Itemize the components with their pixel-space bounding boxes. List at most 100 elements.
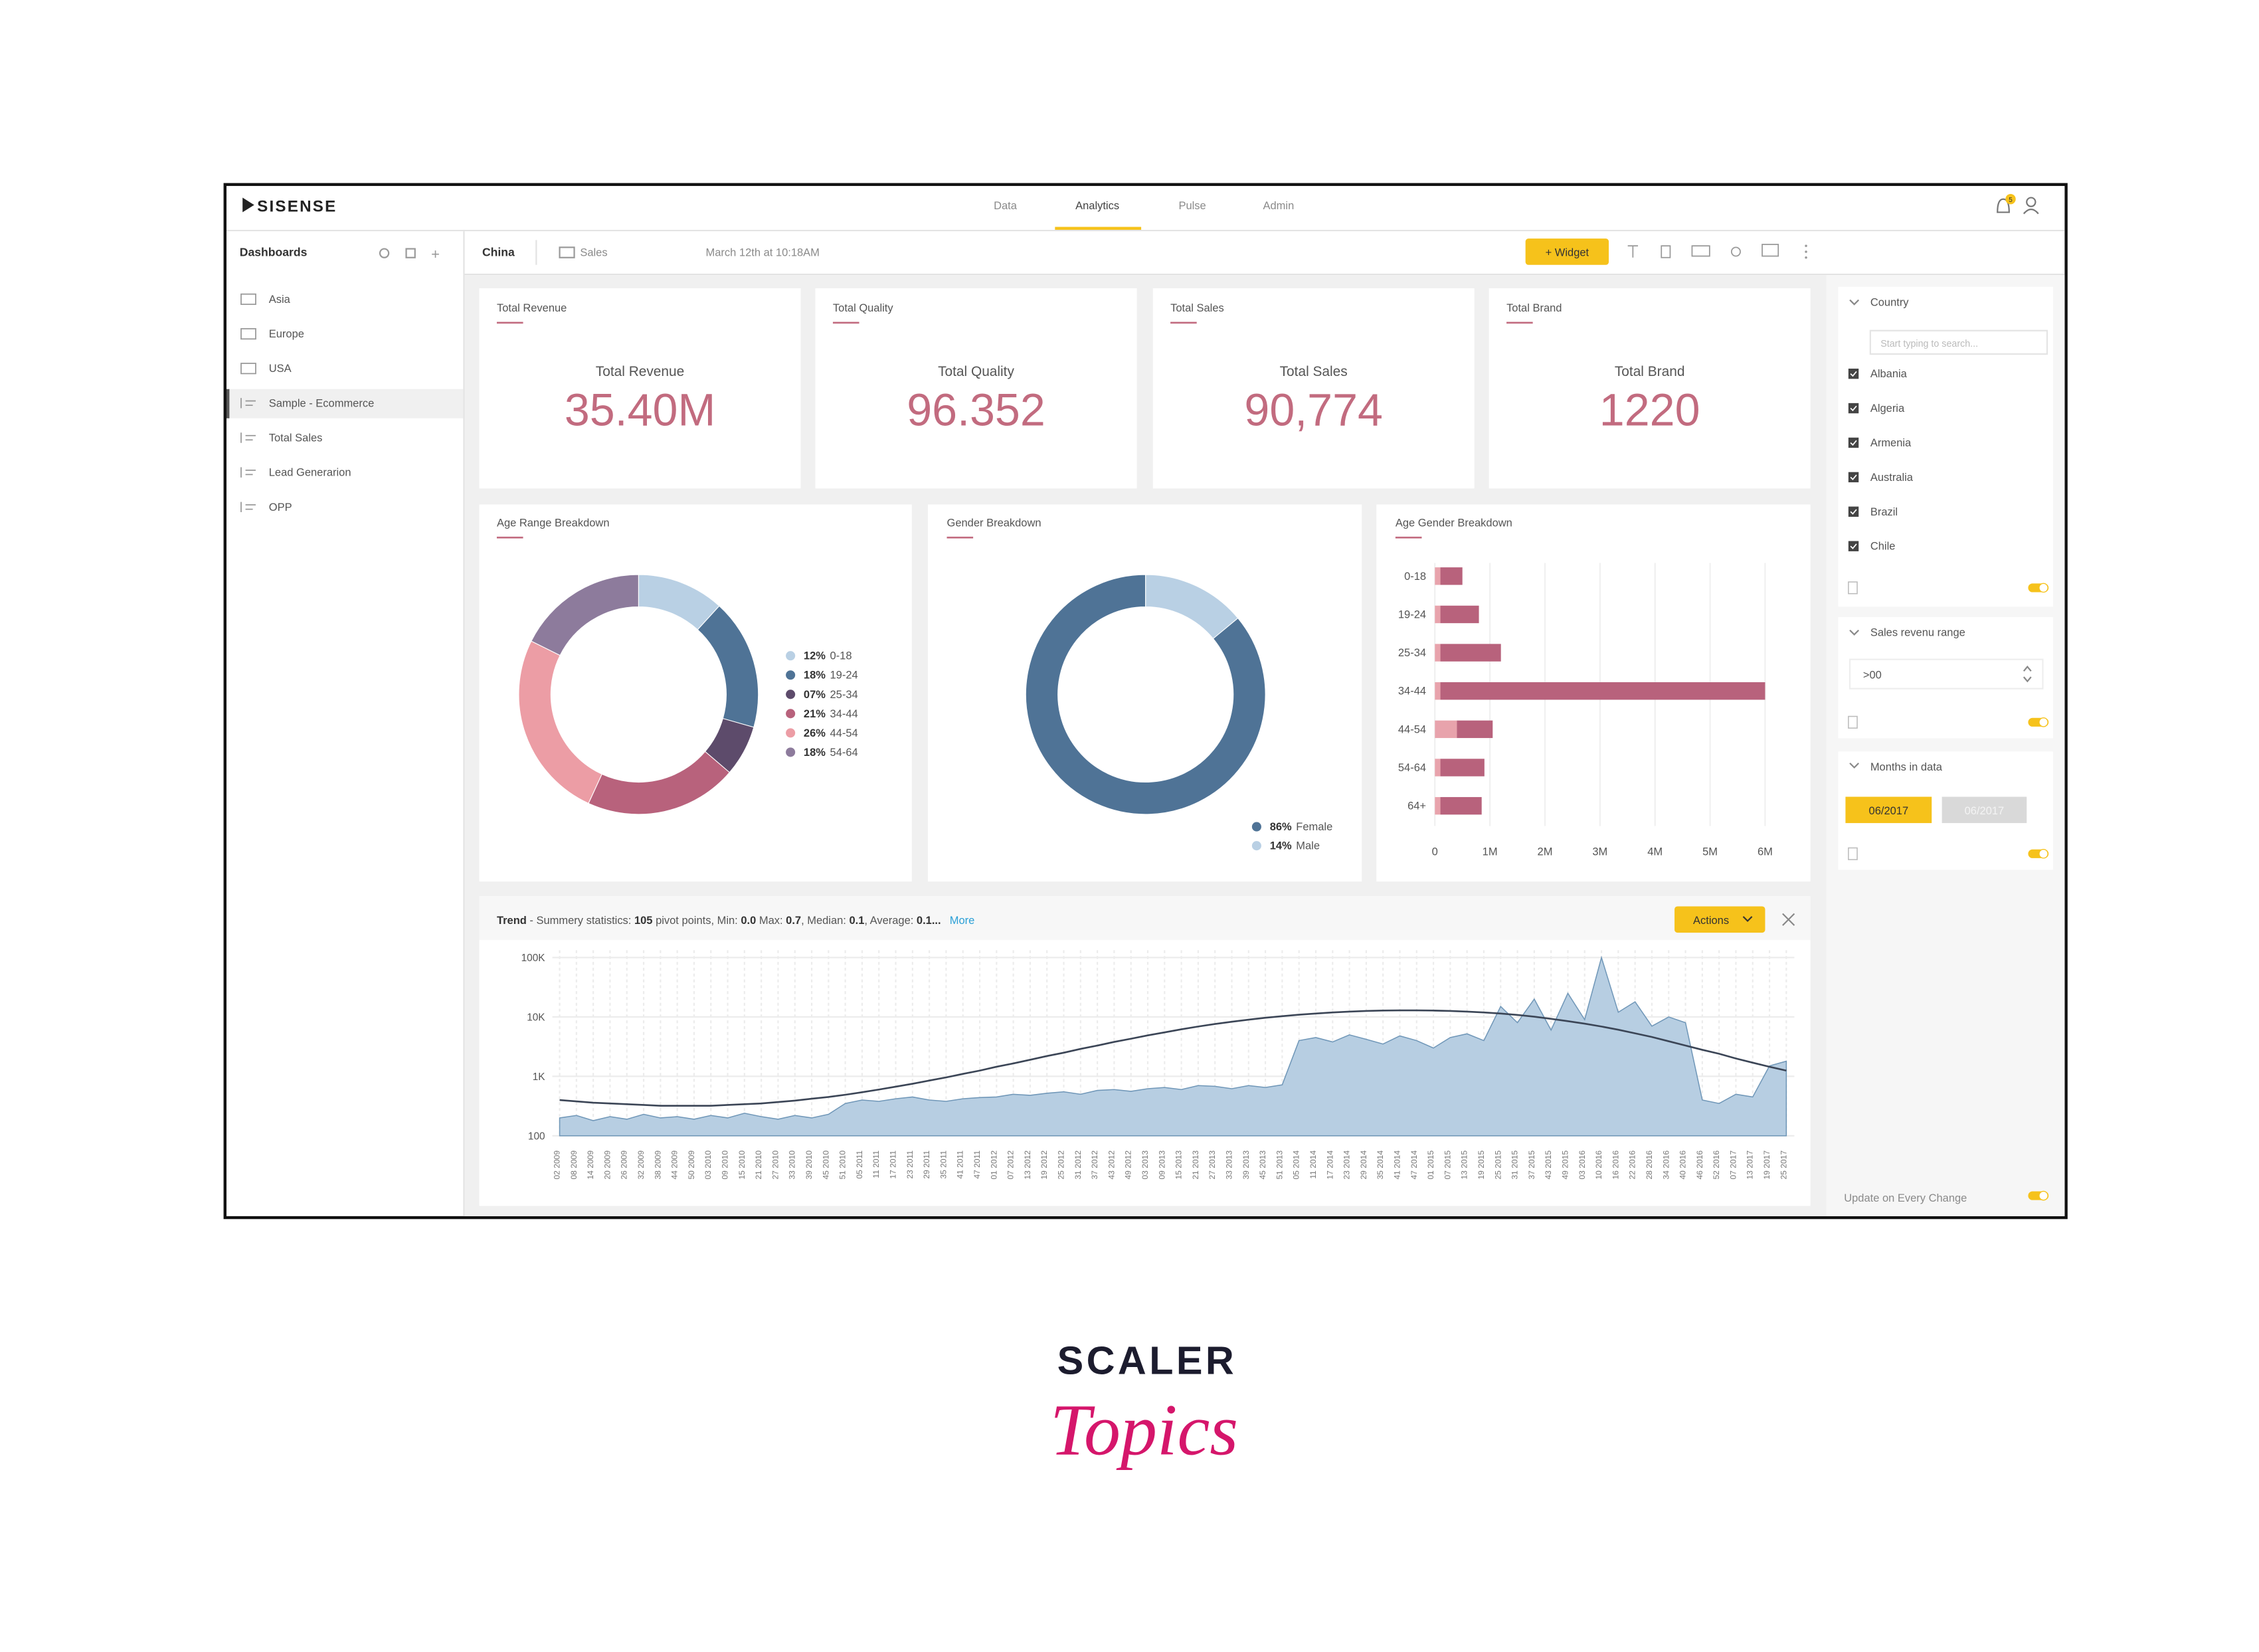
pdf-icon[interactable] [1691,245,1710,257]
month-to-label: 06/2017 [1965,805,2005,817]
sidebar-item[interactable]: Lead Generarion [269,467,351,479]
x-tick-label: 46 2016 [1695,1150,1704,1180]
legend-value: 07% [804,689,826,701]
nav-tab[interactable]: Data [994,200,1018,212]
user-icon[interactable] [2026,197,2036,207]
collapse-icon[interactable] [1849,763,1860,769]
x-tick-label: 08 2009 [569,1150,579,1180]
text-icon[interactable] [1627,245,1639,258]
edit-icon[interactable] [405,248,416,258]
nav-tab[interactable]: Admin [1263,200,1295,212]
x-tick-label: 29 2014 [1359,1150,1368,1180]
country-option[interactable]: Albania [1870,368,1908,380]
kpi-title: Total Brand [1506,302,1562,314]
close-icon[interactable] [1782,913,1795,926]
actions-button[interactable] [1674,906,1765,933]
month-to[interactable] [1942,796,2027,824]
checkbox[interactable] [1848,506,1859,517]
sidebar-item[interactable]: Asia [269,294,291,306]
widget-button[interactable] [1525,238,1609,265]
legend-swatch [786,689,796,699]
x-tick-label: 25 2017 [1779,1150,1788,1180]
title-underline [1506,321,1533,324]
checkbox[interactable] [1848,541,1859,551]
x-tick-label: 31 2012 [1073,1150,1083,1180]
active-tab-underline [1055,227,1142,230]
x-tick-label: 07 2017 [1728,1150,1738,1180]
x-tick-label: 45 2013 [1258,1150,1267,1180]
spinner[interactable] [2023,665,2032,683]
share-icon[interactable] [1730,246,1741,257]
checkbox[interactable] [1848,368,1859,379]
collapse-icon[interactable] [1849,299,1860,306]
kpi-card [1152,288,1475,489]
y-tick-label: 25-34 [1398,647,1426,659]
kpi-card [1489,288,1811,489]
toggle-knob [2038,717,2048,727]
country-option[interactable]: Armenia [1870,437,1912,449]
nav-tab[interactable]: Analytics [1075,200,1119,212]
x-tick-label: 19 2015 [1477,1150,1486,1180]
country-option[interactable]: Australia [1870,472,1914,484]
add-icon[interactable]: + [431,246,440,262]
sidebar-item[interactable]: Total Sales [269,432,323,444]
checkbox[interactable] [1848,403,1859,414]
x-tick-label: 41 2014 [1392,1150,1401,1180]
legend-value: 18% [804,670,826,682]
y-tick-label: 0-18 [1404,571,1426,583]
x-tick-label: 09 2013 [1157,1150,1166,1180]
bell-icon[interactable] [1997,198,2010,213]
x-tick-label: 22 2016 [1628,1150,1637,1180]
x-tick-label: 6M [1758,846,1773,858]
checkbox[interactable] [1848,437,1859,448]
sidebar-item[interactable]: USA [269,363,292,375]
x-tick-label: 51 2013 [1275,1150,1284,1180]
logo: SISENSE [257,197,337,215]
checkbox[interactable] [1848,472,1859,483]
title-underline [832,321,859,324]
sidebar-item[interactable]: OPP [269,502,292,513]
x-tick-label: 14 2009 [586,1150,595,1180]
delete-icon[interactable] [1848,715,1858,729]
more-link[interactable]: More [950,915,975,927]
x-tick-label: 05 2014 [1292,1150,1301,1180]
legend-entry: 26% 44-54 [804,727,858,739]
x-tick-label: 25 2015 [1493,1150,1502,1180]
user-icon-body [2023,209,2039,215]
month-from[interactable] [1845,796,1932,824]
legend-swatch [1251,841,1261,851]
collapse-icon[interactable] [1849,629,1860,636]
x-tick-label: 33 2013 [1224,1150,1233,1180]
bar-segment [1440,759,1485,777]
checkmark [1850,474,1857,480]
search-box[interactable] [1869,329,2048,355]
x-tick-label: 13 2012 [1023,1150,1032,1180]
sidebar-item[interactable]: Sample - Ecommerce [269,397,374,409]
x-tick-label: 10 2016 [1594,1150,1603,1180]
toggle-knob [2038,583,2048,593]
bar-segment [1435,605,1441,624]
nav-tab[interactable]: Pulse [1178,200,1206,212]
x-tick-label: 09 2010 [721,1150,730,1180]
toolbar: China Sales March 12th at 10:18AM + Widg… [464,238,2065,276]
legend-value: 86% [1270,821,1292,833]
screen-icon[interactable] [1762,244,1779,257]
search-icon[interactable] [379,248,390,258]
menu-dot[interactable] [1805,244,1807,247]
kpi-label: Total Revenue [596,364,684,379]
brand: SCALER [1057,1338,1237,1382]
country-option[interactable]: Algeria [1870,403,1905,414]
sidebar-item[interactable]: Europe [269,328,304,340]
country-option[interactable]: Brazil [1870,506,1898,518]
title-underline [496,536,523,539]
x-tick-label: 13 2015 [1460,1150,1469,1180]
delete-icon[interactable] [1848,581,1858,595]
y-tick-label: 54-64 [1398,762,1426,774]
filter-icon[interactable] [1661,245,1671,258]
delete-icon[interactable] [1848,847,1858,860]
x-tick-label: 43 2012 [1107,1150,1116,1180]
range-input[interactable] [1849,658,2044,689]
folder-name[interactable]: Sales [580,247,607,259]
country-option[interactable]: Chile [1870,541,1896,553]
summary-text: , Median: [801,915,849,927]
